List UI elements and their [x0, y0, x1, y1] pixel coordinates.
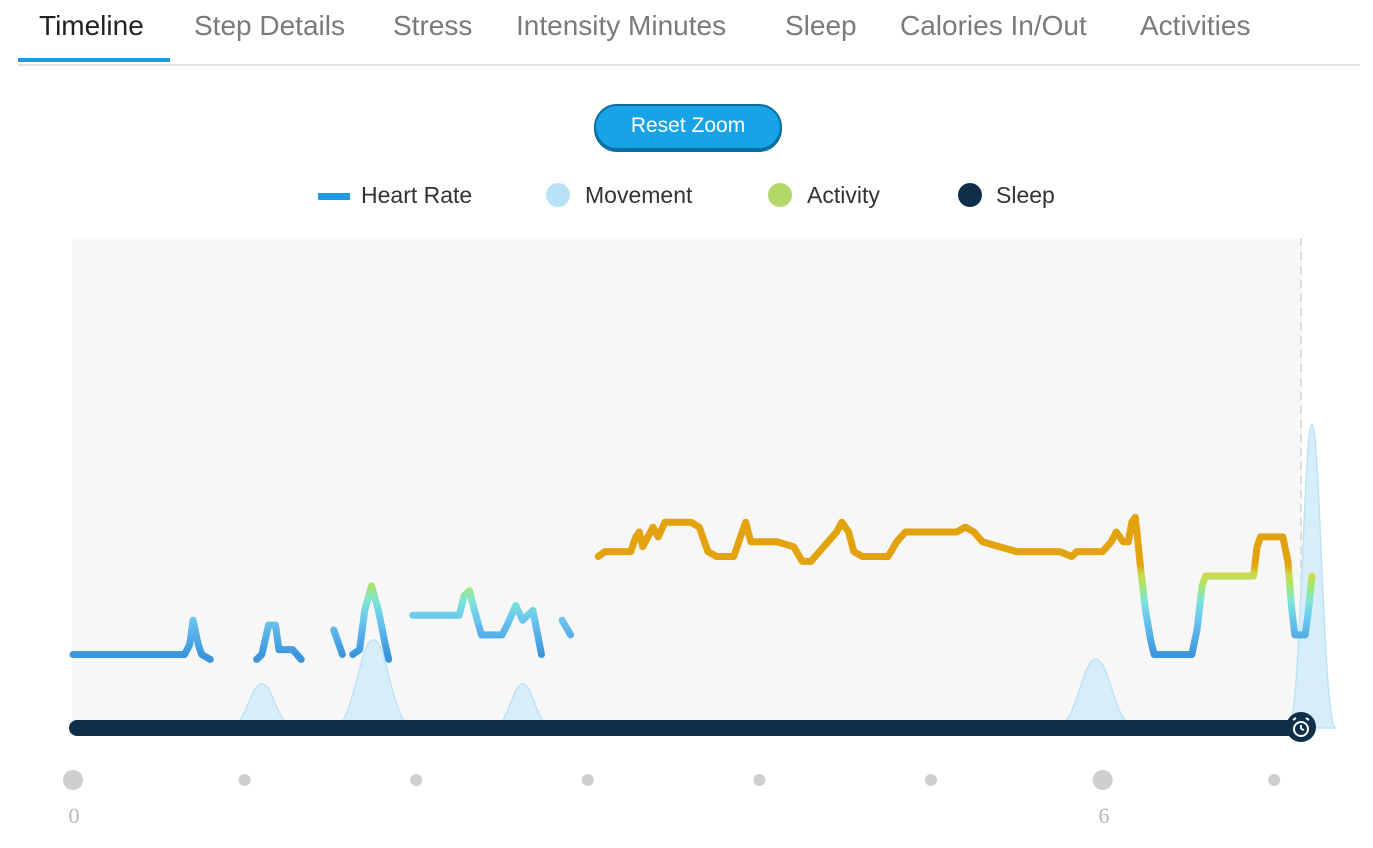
tab-bar: Timeline Step Details Stress Intensity M… — [18, 0, 1360, 66]
legend-item-movement[interactable]: Movement — [546, 178, 716, 214]
movement-peak — [1054, 658, 1138, 729]
reset-zoom-button[interactable]: Reset Zoom — [594, 104, 782, 150]
x-tick-dot — [63, 770, 83, 790]
x-tick-dot — [925, 774, 937, 786]
plot-area — [72, 238, 1302, 728]
heart-rate-line[interactable] — [558, 616, 575, 639]
x-tick-dot — [238, 774, 251, 786]
legend-label-movement: Movement — [585, 182, 693, 208]
heart-rate-line[interactable] — [253, 621, 305, 663]
x-tick-label: 0 — [69, 803, 80, 828]
tab-activities[interactable]: Activities — [1140, 10, 1251, 41]
movement-swatch — [546, 183, 570, 207]
heart-rate-line[interactable] — [69, 616, 214, 663]
heart-rate-line[interactable] — [409, 587, 545, 658]
tab-step-details[interactable]: Step Details — [194, 10, 345, 41]
tab-timeline[interactable]: Timeline — [39, 10, 144, 41]
x-tick-dot — [1092, 770, 1113, 790]
tab-intensity-minutes[interactable]: Intensity Minutes — [516, 10, 727, 41]
x-tick-dot — [581, 774, 594, 786]
legend-label-sleep: Sleep — [996, 182, 1055, 208]
heart-rate-line[interactable] — [330, 626, 346, 658]
tab-stress[interactable]: Stress — [393, 10, 473, 41]
movement-peak — [331, 639, 415, 729]
legend-label-heart-rate: Heart Rate — [361, 182, 473, 208]
sleep-swatch — [958, 183, 982, 207]
x-axis — [63, 770, 1281, 790]
tab-calories-in-out[interactable]: Calories In/Out — [900, 10, 1087, 41]
x-tick-dot — [410, 774, 423, 786]
x-tick-dot — [1268, 774, 1281, 786]
tab-sleep[interactable]: Sleep — [785, 10, 857, 41]
heart-rate-swatch — [318, 193, 350, 200]
x-tick-dot — [753, 774, 766, 786]
alarm-clock-icon[interactable] — [1286, 712, 1316, 742]
heart-rate-line[interactable] — [349, 582, 393, 663]
legend-item-activity[interactable]: Activity — [768, 178, 903, 214]
legend-item-heart-rate[interactable]: Heart Rate — [318, 178, 493, 214]
heart-rate-series — [69, 513, 1316, 663]
x-tick-label: 6 — [1099, 803, 1110, 828]
active-tab-indicator — [18, 58, 170, 62]
activity-swatch — [768, 183, 792, 207]
legend-label-activity: Activity — [807, 182, 880, 208]
legend-item-sleep[interactable]: Sleep — [958, 178, 1068, 214]
heart-rate-line[interactable] — [594, 513, 1316, 658]
